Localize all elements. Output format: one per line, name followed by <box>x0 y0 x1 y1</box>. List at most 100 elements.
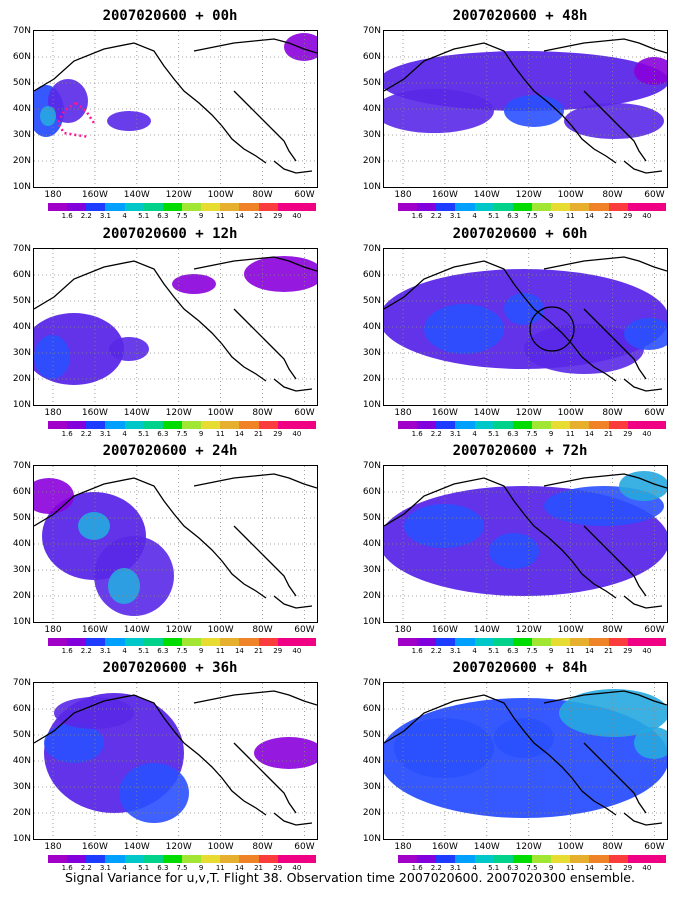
colorbar-swatch <box>181 203 202 211</box>
colorbar-label: 40 <box>642 647 652 655</box>
lon-label: 120W <box>165 842 192 852</box>
colorbar-swatch <box>258 855 278 863</box>
lat-label: 10N <box>12 617 31 627</box>
colorbar-swatch <box>48 203 68 211</box>
colorbar-swatch <box>181 638 202 646</box>
lat-label: 70N <box>362 461 381 471</box>
variance-shading <box>634 57 667 85</box>
colorbar-label: 9 <box>548 212 554 220</box>
lat-label: 40N <box>12 104 31 114</box>
lon-label: 180 <box>394 408 412 418</box>
colorbar-swatch <box>86 421 106 429</box>
colorbar-label: 5.1 <box>138 647 150 655</box>
variance-shading <box>34 335 70 379</box>
lon-label: 100W <box>557 842 584 852</box>
lat-label: 20N <box>362 808 381 818</box>
lat-label: 40N <box>362 322 381 332</box>
lat-label: 30N <box>12 348 31 358</box>
target-circle <box>529 306 575 352</box>
colorbar-label: 14 <box>234 864 244 872</box>
panel-title: 2007020600 + 24h <box>102 443 238 459</box>
colorbar-label: 5.1 <box>488 647 500 655</box>
colorbar-swatch <box>201 203 221 211</box>
colorbar-swatch <box>493 421 513 429</box>
colorbar-swatch <box>86 855 106 863</box>
lat-label: 40N <box>12 322 31 332</box>
colorbar-swatch <box>277 855 297 863</box>
map-area: 70N 60N 50N 40N 30N 20N 10N 180 160W 140W 120W 100W… <box>13 244 318 418</box>
lon-label: 100W <box>557 408 584 418</box>
lon-label: 120W <box>165 408 192 418</box>
map-area: 70N 60N 50N 40N 30N 20N 10N 180 160W 140W 120W 100W… <box>363 461 668 635</box>
colorbar-label: 7.5 <box>526 430 538 438</box>
map-area: 70N 60N 50N 40N 30N 20N 10N 180 160W 140W 120W 100W… <box>13 461 318 635</box>
lat-label: 10N <box>12 834 31 844</box>
colorbar-label: 1.6 <box>61 430 73 438</box>
variance-shading <box>172 274 216 294</box>
colorbar-label: 4 <box>122 647 127 655</box>
colorbar-swatch <box>220 421 240 429</box>
colorbar-swatch <box>67 855 87 863</box>
colorbar-swatch <box>201 638 221 646</box>
colorbar-swatch <box>258 638 278 646</box>
map-area: 70N 60N 50N 40N 30N 20N 10N 180 160W 140W 120W 100W… <box>363 244 668 418</box>
colorbar-swatch <box>48 421 68 429</box>
lon-label: 120W <box>515 190 542 200</box>
colorbar-label: 9 <box>548 647 554 655</box>
colorbar-swatch <box>239 421 259 429</box>
colorbar-label: 6.3 <box>157 430 169 438</box>
colorbar-label: 2.2 <box>80 430 92 438</box>
colorbar-label: 7.5 <box>176 647 188 655</box>
colorbar-swatch <box>296 638 316 646</box>
colorbar-label: 11 <box>215 430 225 438</box>
panel-84h: 2007020600 + 84h 70N 60N 50N 40N 30N 20N 10N 18… <box>350 660 690 872</box>
colorbar-swatch <box>277 638 297 646</box>
lat-label: 60N <box>12 704 31 714</box>
lat-label: 50N <box>12 296 31 306</box>
colorbar-label: 21 <box>254 212 264 220</box>
colorbar-label: 9 <box>198 430 204 438</box>
colorbar-swatch <box>220 203 240 211</box>
lon-label: 120W <box>515 625 542 635</box>
colorbar-label: 21 <box>254 430 264 438</box>
lon-label: 100W <box>207 190 234 200</box>
lon-label: 80W <box>252 190 273 200</box>
lat-label: 10N <box>362 400 381 410</box>
colorbar-label: 21 <box>604 212 614 220</box>
colorbar-swatch <box>239 638 259 646</box>
colorbar-label: 2.2 <box>430 864 442 872</box>
lat-label: 60N <box>12 487 31 497</box>
colorbar-label: 29 <box>273 430 283 438</box>
lon-label: 60W <box>644 408 665 418</box>
lat-label: 30N <box>362 782 381 792</box>
map-area: 70N 60N 50N 40N 30N 20N 10N 180 160W 140W 120W 100W… <box>13 678 318 852</box>
lat-label: 70N <box>362 26 381 36</box>
colorbar-swatch <box>608 421 628 429</box>
coastline <box>34 690 317 826</box>
figure-caption: Signal Variance for u,v,T. Flight 38. Ob… <box>65 870 635 885</box>
colorbar <box>48 421 316 429</box>
colorbar-label: 40 <box>292 430 302 438</box>
colorbar-swatch <box>551 638 571 646</box>
colorbar-swatch <box>627 855 647 863</box>
panel-title: 2007020600 + 84h <box>452 660 588 676</box>
coastline <box>34 256 317 392</box>
lat-label: 10N <box>362 834 381 844</box>
colorbar-label: 29 <box>623 212 633 220</box>
lon-label: 140W <box>123 842 150 852</box>
colorbar-label: 7.5 <box>176 212 188 220</box>
variance-shading <box>109 337 149 361</box>
colorbar-label: 40 <box>642 212 652 220</box>
lat-label: 50N <box>12 730 31 740</box>
map-canvas <box>384 466 667 622</box>
colorbar-swatch <box>512 203 532 211</box>
colorbar-label: 2.2 <box>430 212 442 220</box>
colorbar-swatch <box>589 421 609 429</box>
colorbar-label: 11 <box>565 212 575 220</box>
colorbar <box>398 421 666 429</box>
colorbar-label: 2.2 <box>430 647 442 655</box>
lon-label: 120W <box>515 842 542 852</box>
colorbar-swatch <box>105 421 125 429</box>
panel-00h: 2007020600 + 00h 70N 60N 50N 40N 30N 20N 10N 18… <box>0 8 340 220</box>
map-area: 70N 60N 50N 40N 30N 20N 10N 180 160W 140W 120W 100W… <box>363 26 668 200</box>
